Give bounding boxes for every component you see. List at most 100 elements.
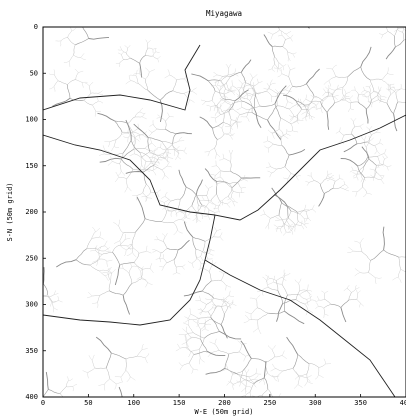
stream	[375, 177, 382, 180]
stream	[241, 379, 247, 382]
stream	[370, 87, 371, 92]
stream	[368, 156, 378, 157]
stream	[189, 363, 193, 369]
stream	[207, 105, 211, 107]
stream	[136, 76, 139, 84]
stream	[307, 299, 309, 305]
stream	[176, 273, 180, 274]
stream	[209, 271, 211, 281]
stream	[206, 368, 225, 374]
stream	[318, 296, 320, 300]
stream	[167, 260, 174, 263]
stream	[281, 118, 291, 123]
stream	[319, 364, 326, 368]
stream	[215, 112, 217, 116]
stream	[300, 209, 305, 214]
stream	[340, 178, 344, 179]
stream	[401, 269, 406, 272]
stream	[377, 132, 381, 133]
stream	[370, 79, 382, 80]
stream	[293, 84, 307, 87]
stream	[54, 291, 56, 295]
stream	[157, 159, 160, 164]
stream	[199, 349, 200, 358]
stream	[95, 368, 106, 369]
stream	[205, 203, 208, 207]
stream	[358, 157, 368, 166]
stream	[223, 83, 226, 86]
stream	[126, 370, 131, 377]
stream	[170, 75, 177, 80]
stream	[202, 215, 203, 219]
stream	[213, 75, 217, 77]
stream	[360, 243, 362, 252]
stream	[208, 152, 210, 156]
stream	[125, 187, 128, 192]
stream	[245, 315, 249, 320]
stream	[365, 177, 375, 178]
x-tick-label: 150	[173, 399, 186, 407]
stream	[233, 300, 234, 304]
stream	[360, 272, 369, 273]
river-network	[0, 0, 406, 416]
stream	[289, 149, 305, 155]
stream	[319, 194, 325, 207]
stream	[216, 85, 220, 90]
stream	[184, 147, 186, 151]
stream	[331, 177, 335, 179]
stream	[81, 53, 85, 57]
stream	[237, 107, 242, 110]
stream	[239, 84, 243, 91]
stream	[252, 113, 268, 121]
stream	[232, 178, 241, 188]
stream	[192, 91, 197, 94]
stream	[165, 192, 167, 197]
stream	[381, 100, 385, 101]
stream	[260, 402, 263, 406]
stream	[74, 45, 76, 55]
stream	[231, 150, 233, 155]
stream	[329, 77, 336, 81]
stream	[104, 379, 110, 385]
stream	[243, 85, 250, 88]
stream	[377, 151, 380, 154]
stream	[315, 306, 318, 309]
stream	[226, 101, 231, 103]
stream	[398, 19, 399, 23]
stream	[21, 169, 23, 176]
stream	[357, 187, 363, 191]
stream	[113, 222, 118, 225]
stream	[289, 115, 292, 117]
stream	[173, 80, 177, 91]
stream	[141, 157, 142, 164]
stream	[238, 183, 241, 189]
stream	[179, 335, 185, 336]
stream	[366, 87, 370, 88]
stream	[193, 237, 196, 249]
stream	[330, 179, 335, 181]
stream	[211, 307, 217, 318]
stream	[98, 254, 103, 260]
stream	[34, 293, 39, 297]
x-tick-label: 300	[309, 399, 322, 407]
stream	[153, 49, 157, 50]
stream	[251, 308, 257, 314]
stream	[260, 7, 265, 9]
stream	[175, 211, 177, 217]
stream	[164, 242, 168, 249]
stream	[214, 72, 217, 75]
stream	[141, 271, 142, 279]
stream	[202, 281, 211, 291]
stream	[222, 124, 224, 128]
stream	[153, 149, 158, 152]
stream	[149, 70, 155, 72]
stream	[245, 369, 247, 373]
stream	[371, 96, 377, 100]
stream	[163, 263, 166, 268]
stream	[179, 362, 183, 365]
stream	[288, 173, 291, 179]
stream	[85, 83, 89, 86]
stream	[269, 163, 271, 167]
stream	[193, 369, 198, 370]
stream	[24, 293, 28, 294]
